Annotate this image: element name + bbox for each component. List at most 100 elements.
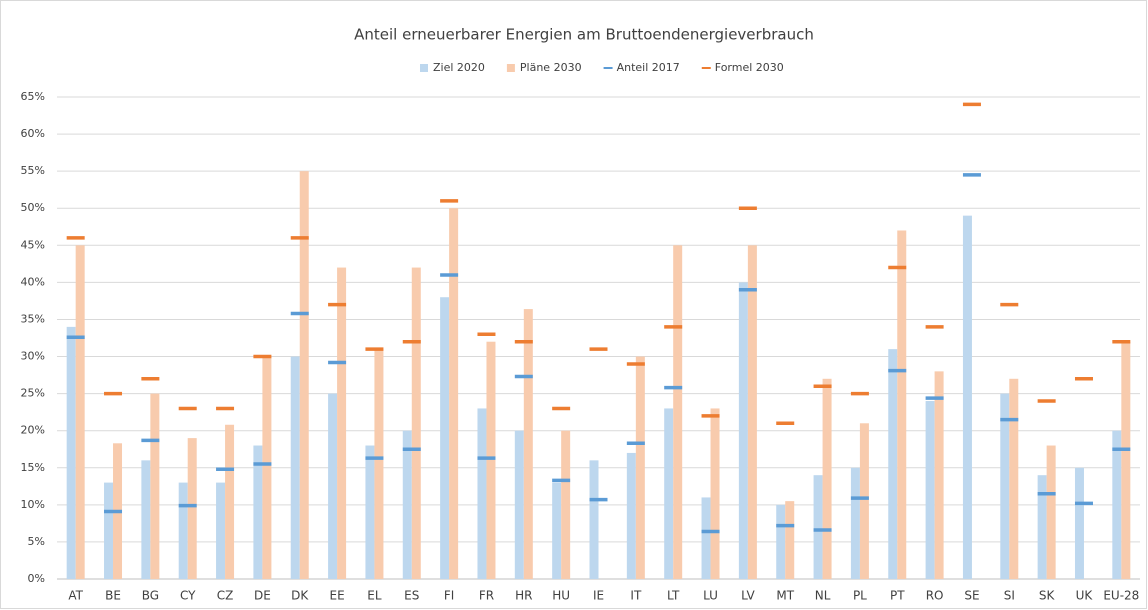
x-tick-label: EU-28 (1103, 589, 1139, 603)
bar (785, 501, 795, 579)
bar (290, 356, 300, 579)
x-tick-label: MT (776, 589, 794, 603)
x-tick-label: LU (703, 589, 718, 603)
bar (178, 482, 188, 579)
bar (187, 438, 197, 579)
x-tick-label: FR (479, 589, 494, 603)
y-tick-label: 25% (21, 387, 45, 400)
bar (561, 430, 571, 579)
x-tick-label: PL (853, 589, 867, 603)
bar (523, 309, 533, 579)
x-tick-label: UK (1076, 589, 1094, 603)
bar (850, 467, 860, 579)
bar (477, 408, 487, 579)
bar (299, 171, 309, 579)
bar (1112, 430, 1122, 579)
bar (925, 401, 935, 579)
x-tick-label: DE (254, 589, 271, 603)
legend-label: Anteil 2017 (617, 61, 680, 74)
bar (738, 282, 748, 579)
y-tick-label: 20% (21, 424, 45, 437)
y-tick-label: 0% (28, 572, 45, 585)
legend-label: Formel 2030 (715, 61, 784, 74)
x-tick-label: IE (593, 589, 604, 603)
bar (1074, 467, 1084, 579)
x-tick-label: RO (926, 589, 944, 603)
x-tick-label: EL (367, 589, 382, 603)
bar (626, 452, 636, 579)
x-tick-label: ES (404, 589, 419, 603)
y-tick-label: 5% (28, 535, 45, 548)
x-tick-label: PT (890, 589, 905, 603)
bar (365, 445, 375, 579)
x-tick-label: DK (291, 589, 309, 603)
bar (449, 208, 459, 579)
bar (673, 245, 683, 580)
y-tick-label: 55% (21, 164, 45, 177)
y-tick-label: 50% (21, 201, 45, 214)
bar (934, 371, 944, 579)
bar (747, 245, 757, 580)
bar (1121, 341, 1131, 579)
bar (701, 497, 711, 579)
y-tick-label: 60% (21, 127, 45, 140)
bar (635, 356, 645, 579)
x-tick-label: CZ (217, 589, 234, 603)
x-tick-label: SK (1039, 589, 1056, 603)
y-tick-label: 65% (21, 90, 45, 103)
bar (589, 460, 599, 579)
y-tick-label: 10% (21, 498, 45, 511)
bar (897, 230, 907, 579)
y-tick-label: 40% (21, 275, 45, 288)
bar (66, 326, 76, 579)
x-tick-label: HU (552, 589, 570, 603)
bar (374, 349, 384, 579)
y-tick-label: 30% (21, 350, 45, 363)
y-tick-label: 45% (21, 238, 45, 251)
legend-label: Ziel 2020 (433, 61, 485, 74)
bar (962, 215, 972, 579)
bar (75, 245, 85, 580)
bar (1037, 475, 1047, 579)
x-tick-label: SI (1004, 589, 1015, 603)
bar (411, 267, 421, 579)
x-tick-label: AT (68, 589, 83, 603)
legend-swatch (506, 64, 515, 72)
bar (337, 267, 347, 579)
bar (216, 482, 226, 579)
x-tick-label: CY (180, 589, 196, 603)
bar (141, 460, 151, 579)
bar (710, 408, 720, 579)
bar (1046, 445, 1056, 579)
bar (514, 430, 524, 579)
bar (1000, 393, 1010, 579)
x-tick-label: SE (964, 589, 979, 603)
bar (328, 393, 338, 579)
bar (262, 356, 272, 579)
legend-label: Pläne 2030 (520, 61, 582, 74)
chart-title: Anteil erneuerbarer Energien am Bruttoen… (354, 26, 814, 44)
bar (776, 504, 786, 579)
bar (822, 378, 832, 579)
bar (253, 445, 263, 579)
x-tick-label: LT (667, 589, 680, 603)
y-tick-label: 15% (21, 461, 45, 474)
bar (552, 482, 562, 579)
bar (888, 349, 898, 579)
x-tick-label: NL (815, 589, 831, 603)
y-tick-label: 35% (21, 312, 45, 325)
legend-swatch (420, 64, 428, 72)
bar (859, 423, 869, 579)
bar (440, 297, 450, 579)
bar (664, 408, 674, 579)
bar (1009, 378, 1019, 579)
bar (104, 482, 114, 579)
bar (813, 475, 823, 579)
x-tick-label: LV (741, 589, 755, 603)
x-tick-label: EE (330, 589, 345, 603)
x-tick-label: FI (444, 589, 454, 603)
bar (402, 430, 412, 579)
x-tick-label: BE (105, 589, 121, 603)
